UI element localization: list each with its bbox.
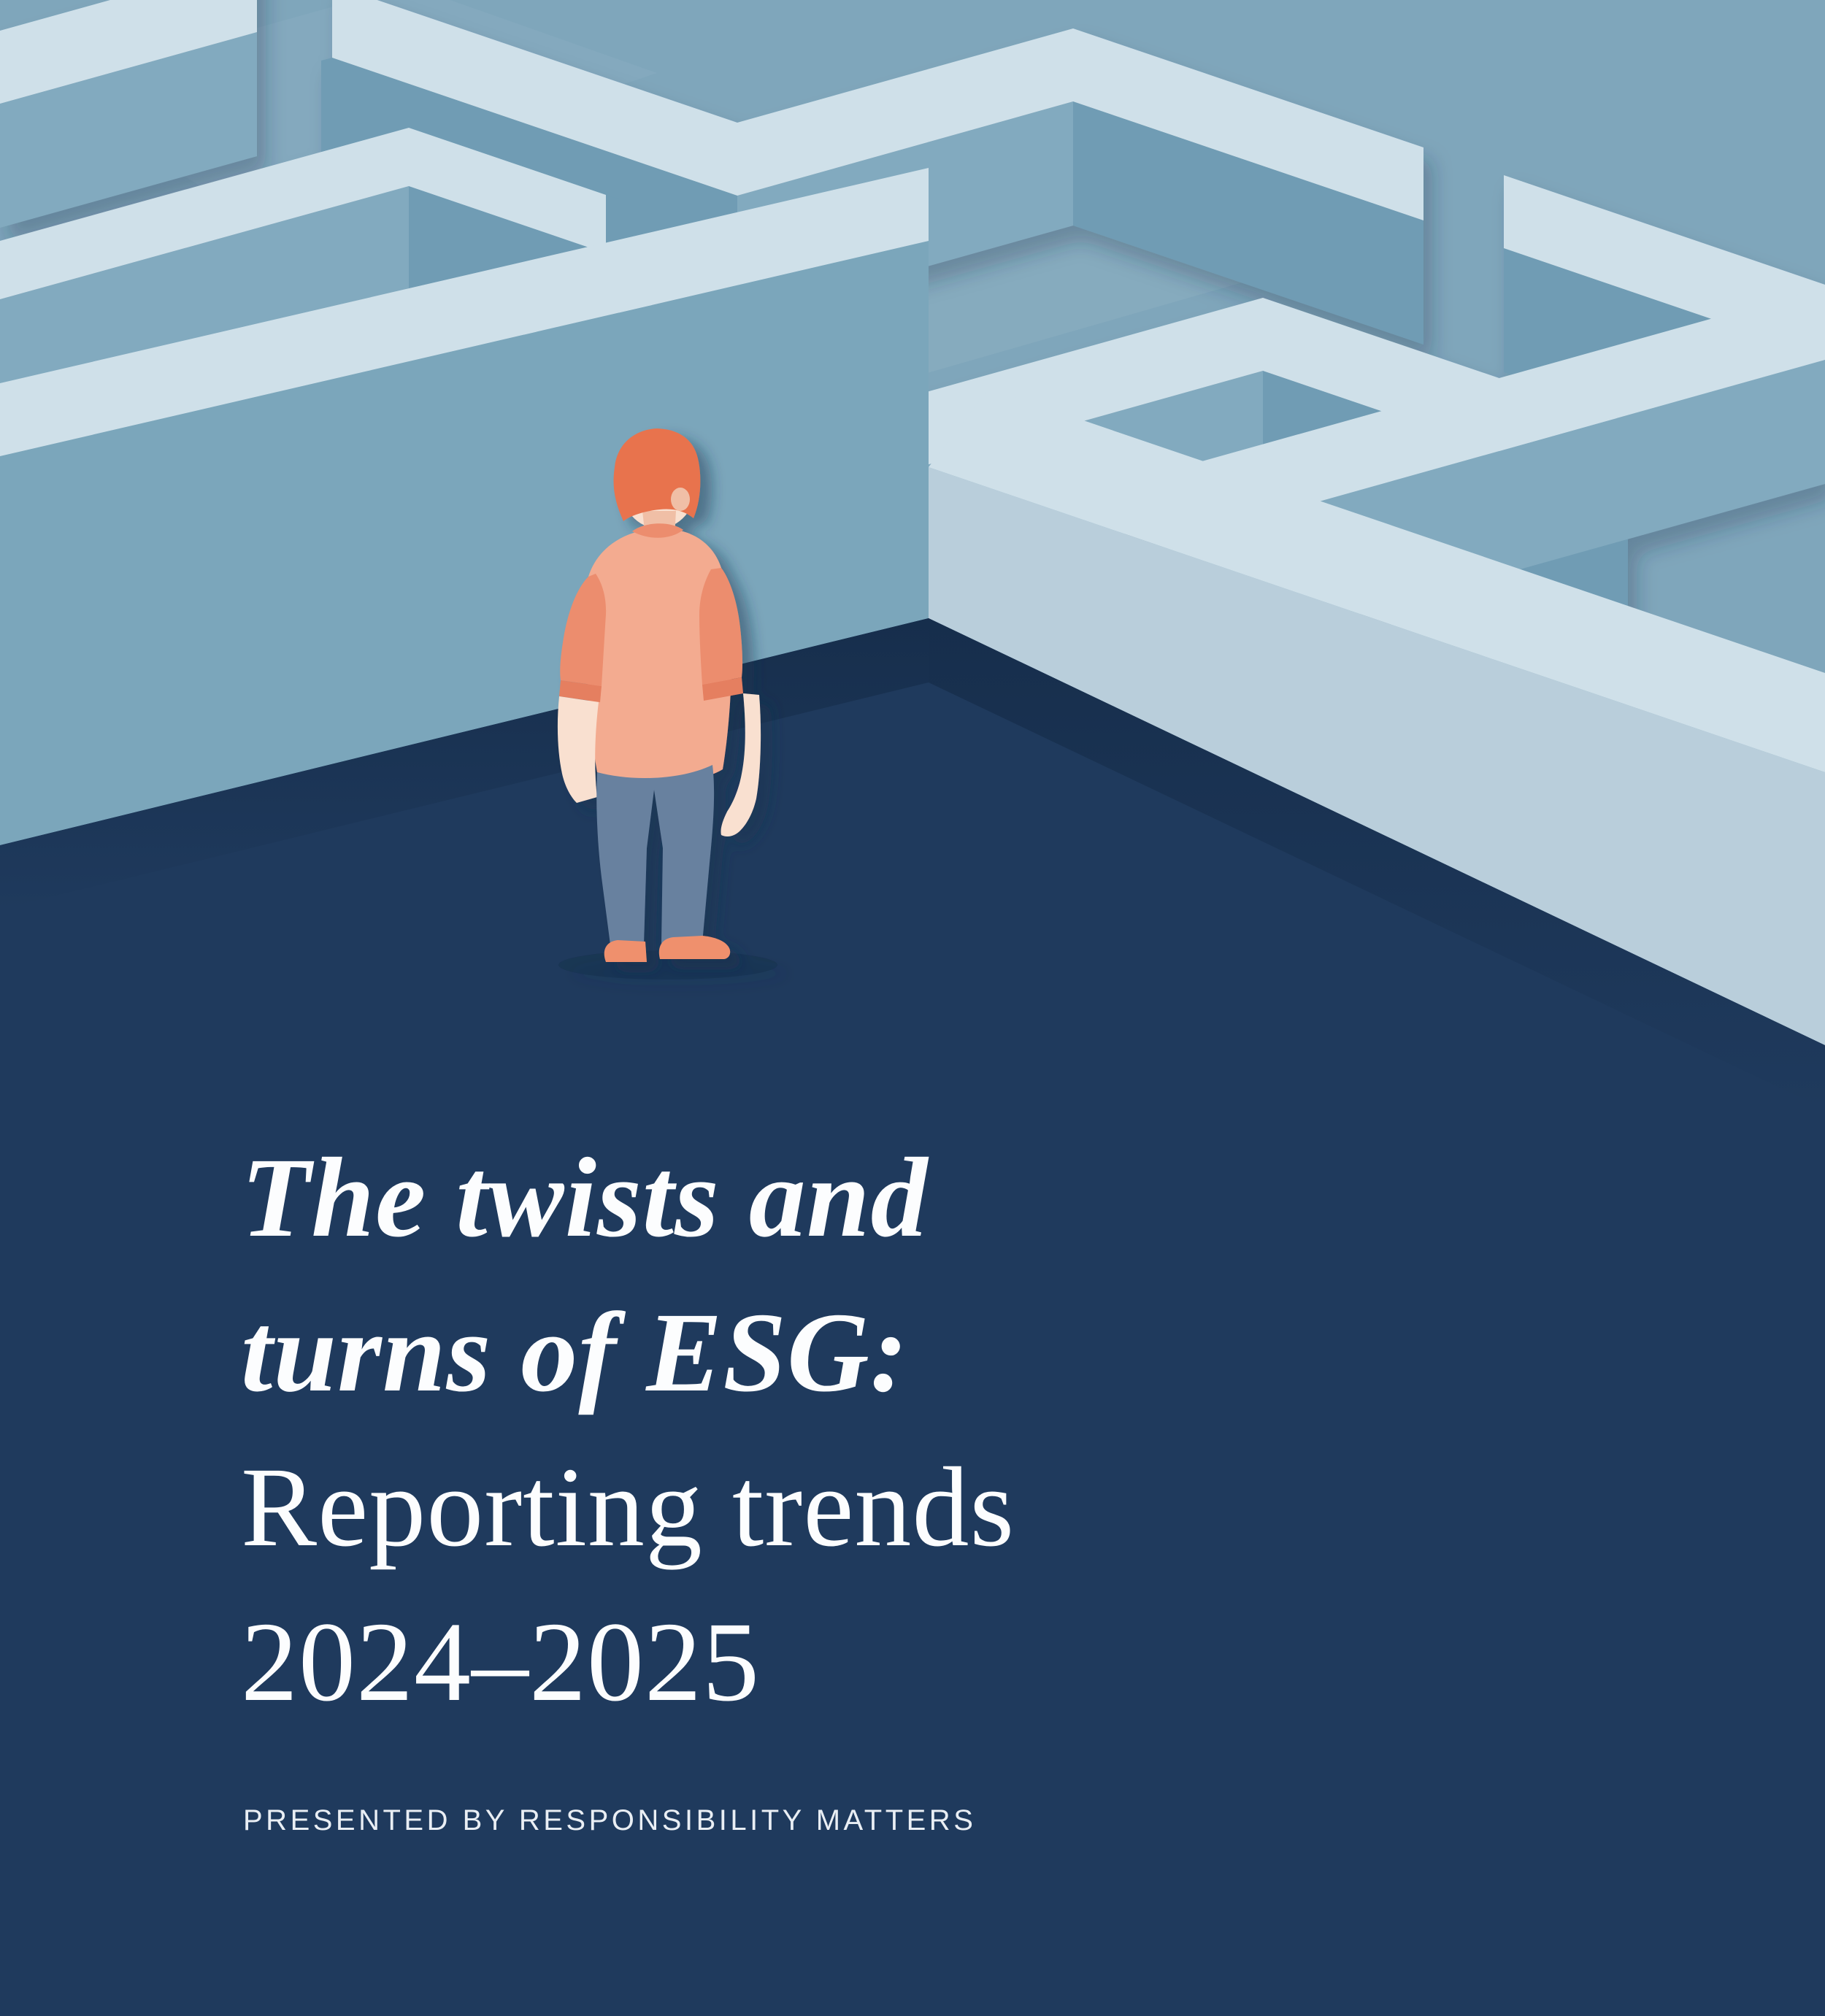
person-left-cuff [559,680,602,702]
person-left-sleeve [560,574,607,686]
title-line-2: turns of ESG: [241,1289,909,1415]
person-collar [632,523,683,538]
presented-by-line: PRESENTED BY RESPONSIBILITY MATTERS [243,1804,977,1836]
big-wall [929,388,1825,1045]
dark-floor [0,618,1825,2016]
title-line-4: 2024–2025 [241,1598,760,1725]
title-line-3: Reporting trends [241,1444,1015,1570]
title-line-1: The twists and [241,1134,929,1261]
person-right-shoe [658,936,731,959]
page-title: The twists and turns of ESG: Reporting t… [241,1120,1015,1739]
person-ear [671,488,690,511]
person-right-cuff [702,677,743,701]
person-figure [557,428,777,980]
person-right-sleeve [699,568,743,685]
person-left-arm [557,696,599,803]
left-wall [0,168,929,845]
person-hair [613,428,701,521]
maze-walls [0,0,1825,668]
person-left-shoe [604,940,647,962]
person-right-arm [721,693,761,836]
person-pants [596,765,715,944]
person-shirt [587,528,731,784]
